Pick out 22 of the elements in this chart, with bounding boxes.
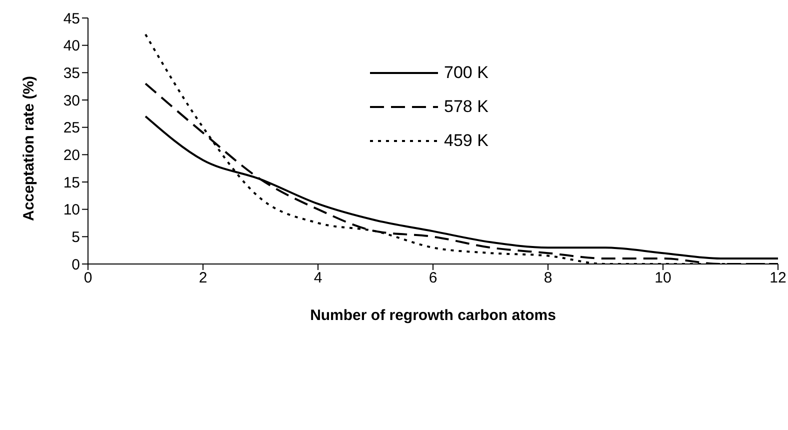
x-tick-label: 8: [544, 270, 552, 287]
y-tick-label: 0: [72, 256, 80, 274]
y-tick-label: 25: [63, 120, 80, 137]
x-tick-label: 6: [428, 270, 438, 287]
y-axis-title: Acceptation rate (%): [20, 76, 38, 221]
y-tick-label: 15: [63, 174, 80, 192]
legend-label: 459 K: [444, 131, 488, 151]
x-tick-label: 2: [198, 270, 208, 287]
y-tick-label: 5: [72, 228, 80, 246]
y-tick-label: 10: [63, 202, 80, 219]
x-tick-label: 10: [654, 270, 672, 287]
x-tick-label: 12: [770, 270, 786, 287]
x-tick-label: 4: [314, 270, 322, 287]
y-tick-label: 20: [63, 146, 80, 164]
y-tick-label: 45: [63, 10, 80, 28]
x-axis-title: Number of regrowth carbon atoms: [310, 307, 556, 324]
y-tick-label: 40: [63, 38, 80, 55]
x-tick-label: 0: [84, 270, 92, 287]
legend-label: 578 K: [444, 97, 488, 117]
y-tick-label: 35: [63, 64, 80, 82]
legend-label: 700 K: [444, 63, 488, 83]
y-tick-label: 30: [63, 92, 80, 110]
